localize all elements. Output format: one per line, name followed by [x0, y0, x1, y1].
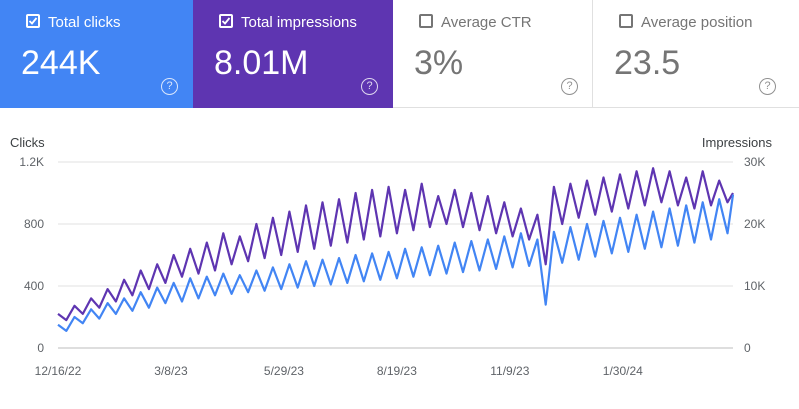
x-tick-label: 8/19/23 [377, 364, 417, 378]
impressions-series-line [57, 167, 734, 322]
right-tick-label: 10K [744, 279, 765, 293]
right-tick-label: 0 [744, 341, 751, 355]
left-tick-label: 0 [37, 341, 44, 355]
metric-value: 23.5 [614, 44, 681, 82]
metric-label: Total impressions [241, 14, 357, 31]
right-axis-title: Impressions [702, 135, 773, 150]
left-tick-label: 800 [24, 217, 44, 231]
x-tick-label: 12/16/22 [35, 364, 82, 378]
metric-card-clicks[interactable]: Total clicks 244K ? [0, 0, 193, 108]
x-tick-label: 3/8/23 [154, 364, 188, 378]
metric-cards: Total clicks 244K ? Total impressions 8.… [0, 0, 799, 108]
help-icon[interactable]: ? [361, 78, 378, 95]
checkbox-unchecked-icon[interactable] [419, 14, 433, 28]
metric-card-position[interactable]: Average position 23.5 ? [593, 0, 799, 108]
metric-value: 244K [21, 44, 101, 82]
metric-card-ctr[interactable]: Average CTR 3% ? [393, 0, 593, 108]
checkbox-unchecked-icon[interactable] [619, 14, 633, 28]
right-tick-label: 30K [744, 155, 765, 169]
clicks-series-line [57, 194, 735, 332]
performance-chart: Clicks Impressions 0 0 400 10K 800 20K 1.2K 30K 12… [10, 135, 773, 378]
x-tick-label: 1/30/24 [603, 364, 643, 378]
metric-label: Total clicks [48, 14, 121, 31]
metric-value: 3% [414, 44, 464, 82]
help-icon[interactable]: ? [759, 78, 776, 95]
left-tick-label: 400 [24, 279, 44, 293]
metric-label: Average CTR [441, 14, 532, 31]
metric-label: Average position [641, 14, 753, 31]
right-tick-label: 20K [744, 217, 765, 231]
checkbox-checked-icon[interactable] [219, 14, 233, 28]
x-tick-label: 5/29/23 [264, 364, 304, 378]
checkbox-checked-icon[interactable] [26, 14, 40, 28]
help-icon[interactable]: ? [161, 78, 178, 95]
left-axis-title: Clicks [10, 135, 45, 150]
left-tick-label: 1.2K [19, 155, 44, 169]
metric-card-impressions[interactable]: Total impressions 8.01M ? [193, 0, 393, 108]
x-tick-label: 11/9/23 [490, 364, 529, 378]
metric-value: 8.01M [214, 44, 309, 82]
help-icon[interactable]: ? [561, 78, 578, 95]
